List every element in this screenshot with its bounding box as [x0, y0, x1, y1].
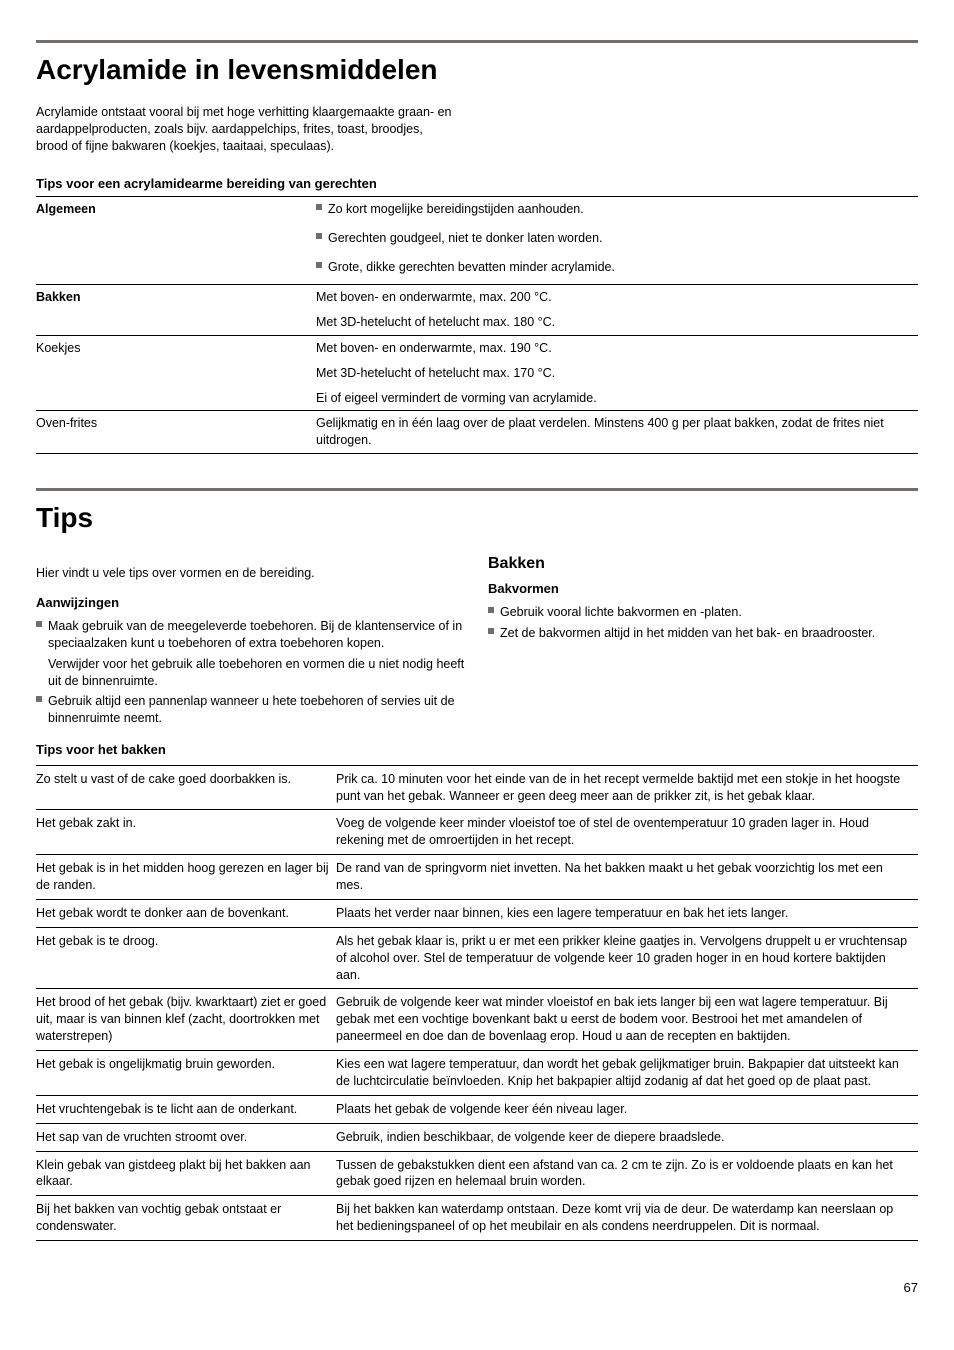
aanwijzingen-list: Maak gebruik van de meegeleverde toebeho…	[36, 618, 466, 727]
tip-solution: Plaats het verder naar binnen, kies een …	[336, 899, 918, 927]
acryl-row-label: Oven-frites	[36, 411, 316, 454]
section-title-acrylamide: Acrylamide in levensmiddelen	[36, 51, 918, 89]
acryl-row-label: Koekjes	[36, 335, 316, 360]
acryl-cell: Zo kort mogelijke bereidingstijden aanho…	[316, 197, 918, 226]
tips-bakken-caption: Tips voor het bakken	[36, 741, 466, 759]
tip-problem: Zo stelt u vast of de cake goed doorbakk…	[36, 765, 336, 810]
tip-solution: Prik ca. 10 minuten voor het einde van d…	[336, 765, 918, 810]
acryl-cell: Met boven- en onderwarmte, max. 200 °C.	[316, 285, 918, 310]
tip-solution: De rand van de springvorm niet invetten.…	[336, 855, 918, 900]
acryl-cell: Met 3D-hetelucht of hetelucht max. 170 °…	[316, 361, 918, 386]
section-rule	[36, 40, 918, 43]
tips-table: Zo stelt u vast of de cake goed doorbakk…	[36, 765, 918, 1241]
aanwijzing-item: Gebruik altijd een pannenlap wanneer u h…	[36, 693, 466, 727]
aanwijzing-item: Maak gebruik van de meegeleverde toebeho…	[36, 618, 466, 690]
intro-text: Acrylamide ontstaat vooral bij met hoge …	[36, 104, 456, 155]
acryl-cell: Gerechten goudgeel, niet te donker laten…	[316, 226, 918, 255]
tip-solution: Kies een wat lagere temperatuur, dan wor…	[336, 1051, 918, 1096]
tip-problem: Het gebak wordt te donker aan de bovenka…	[36, 899, 336, 927]
tip-solution: Bij het bakken kan waterdamp ontstaan. D…	[336, 1196, 918, 1241]
tip-problem: Het gebak zakt in.	[36, 810, 336, 855]
acryl-item: Gerechten goudgeel, niet te donker laten…	[316, 230, 918, 247]
section-rule	[36, 488, 918, 491]
tip-solution: Voeg de volgende keer minder vloeistof t…	[336, 810, 918, 855]
tip-problem: Het gebak is te droog.	[36, 927, 336, 989]
section-title-tips: Tips	[36, 499, 918, 537]
tip-problem: Het brood of het gebak (bijv. kwarktaart…	[36, 989, 336, 1051]
aanwijzingen-heading: Aanwijzingen	[36, 594, 466, 612]
left-column: Hier vindt u vele tips over vormen en de…	[36, 553, 466, 765]
page-number: 67	[36, 1279, 918, 1297]
tip-solution: Plaats het gebak de volgende keer één ni…	[336, 1095, 918, 1123]
tip-solution: Gebruik de volgende keer wat minder vloe…	[336, 989, 918, 1051]
bakvorm-item: Gebruik vooral lichte bakvormen en -plat…	[488, 604, 918, 621]
bakvormen-list: Gebruik vooral lichte bakvormen en -plat…	[488, 604, 918, 642]
tip-solution: Tussen de gebakstukken dient een afstand…	[336, 1151, 918, 1196]
two-column-block: Hier vindt u vele tips over vormen en de…	[36, 553, 918, 765]
tip-problem: Klein gebak van gistdeeg plakt bij het b…	[36, 1151, 336, 1196]
acryl-cell: Met boven- en onderwarmte, max. 190 °C.	[316, 335, 918, 360]
table-caption-acryl: Tips voor een acrylamidearme bereiding v…	[36, 171, 918, 198]
tip-problem: Het gebak is ongelijkmatig bruin geworde…	[36, 1051, 336, 1096]
tip-problem: Het vruchtengebak is te licht aan de ond…	[36, 1095, 336, 1123]
acryl-cell: Gelijkmatig en in één laag over de plaat…	[316, 411, 918, 454]
tip-problem: Het sap van de vruchten stroomt over.	[36, 1123, 336, 1151]
acrylamide-table: AlgemeenZo kort mogelijke bereidingstijd…	[36, 197, 918, 454]
acryl-item: Grote, dikke gerechten bevatten minder a…	[316, 259, 918, 276]
bakvormen-heading: Bakvormen	[488, 580, 918, 598]
acryl-item: Zo kort mogelijke bereidingstijden aanho…	[316, 201, 918, 218]
bakvorm-item: Zet de bakvormen altijd in het midden va…	[488, 625, 918, 642]
tip-solution: Als het gebak klaar is, prikt u er met e…	[336, 927, 918, 989]
bakken-heading: Bakken	[488, 553, 918, 575]
acryl-cell: Met 3D-hetelucht of hetelucht max. 180 °…	[316, 310, 918, 335]
acryl-cell: Ei of eigeel vermindert de vorming van a…	[316, 386, 918, 411]
tip-solution: Gebruik, indien beschikbaar, de volgende…	[336, 1123, 918, 1151]
right-column: Bakken Bakvormen Gebruik vooral lichte b…	[488, 553, 918, 765]
tip-problem: Bij het bakken van vochtig gebak ontstaa…	[36, 1196, 336, 1241]
acryl-row-label: Bakken	[36, 285, 316, 310]
tips-intro: Hier vindt u vele tips over vormen en de…	[36, 565, 466, 582]
acryl-cell: Grote, dikke gerechten bevatten minder a…	[316, 255, 918, 284]
tip-problem: Het gebak is in het midden hoog gerezen …	[36, 855, 336, 900]
acryl-row-label: Algemeen	[36, 197, 316, 226]
